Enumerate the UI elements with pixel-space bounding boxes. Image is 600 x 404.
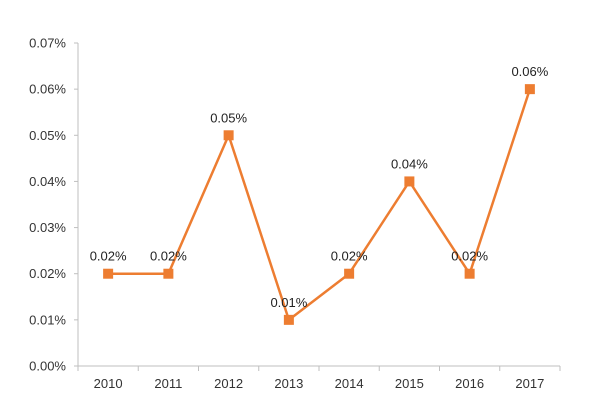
data-point	[283, 314, 294, 325]
data-label: 0.02%	[150, 249, 187, 264]
x-tick-label: 2015	[395, 376, 424, 391]
y-tick-label: 0.02%	[29, 266, 66, 281]
data-label: 0.04%	[391, 156, 428, 171]
x-tick-label: 2014	[335, 376, 364, 391]
data-label: 0.02%	[331, 249, 368, 264]
data-point	[524, 84, 535, 95]
y-tick-label: 0.03%	[29, 220, 66, 235]
data-label: 0.05%	[210, 110, 247, 125]
x-tick-label: 2017	[515, 376, 544, 391]
y-tick-label: 0.05%	[29, 128, 66, 143]
data-point	[163, 268, 174, 279]
data-point	[464, 268, 475, 279]
y-tick-label: 0.01%	[29, 312, 66, 327]
data-point	[223, 130, 234, 141]
y-tick-label: 0.06%	[29, 82, 66, 97]
x-tick-label: 2012	[214, 376, 243, 391]
y-tick-label: 0.00%	[29, 359, 66, 374]
data-label: 0.02%	[90, 249, 127, 264]
x-tick-label: 2011	[154, 376, 182, 391]
y-axis: 0.00% 0.01% 0.02% 0.03% 0.04% 0.05% 0.06% 0.07%	[29, 36, 79, 374]
data-label: 0.01%	[270, 295, 307, 310]
x-tick-label: 2016	[455, 376, 484, 391]
x-axis: 2010 2011 2012 2013 2014 2015 2016 2017	[77, 365, 561, 391]
x-tick-label: 2013	[274, 376, 303, 391]
series-0: 0.02% 0.02% 0.05% 0.01% 0.02% 0.04% 0.02% 0.06%	[90, 64, 549, 325]
data-point	[404, 176, 415, 187]
data-point	[344, 268, 355, 279]
data-point	[103, 268, 114, 279]
data-label: 0.02%	[451, 249, 488, 264]
x-tick-label: 2010	[94, 376, 123, 391]
series-line	[108, 88, 532, 322]
y-tick-label: 0.07%	[29, 36, 66, 51]
data-label: 0.06%	[511, 64, 548, 79]
y-tick-label: 0.04%	[29, 174, 66, 189]
